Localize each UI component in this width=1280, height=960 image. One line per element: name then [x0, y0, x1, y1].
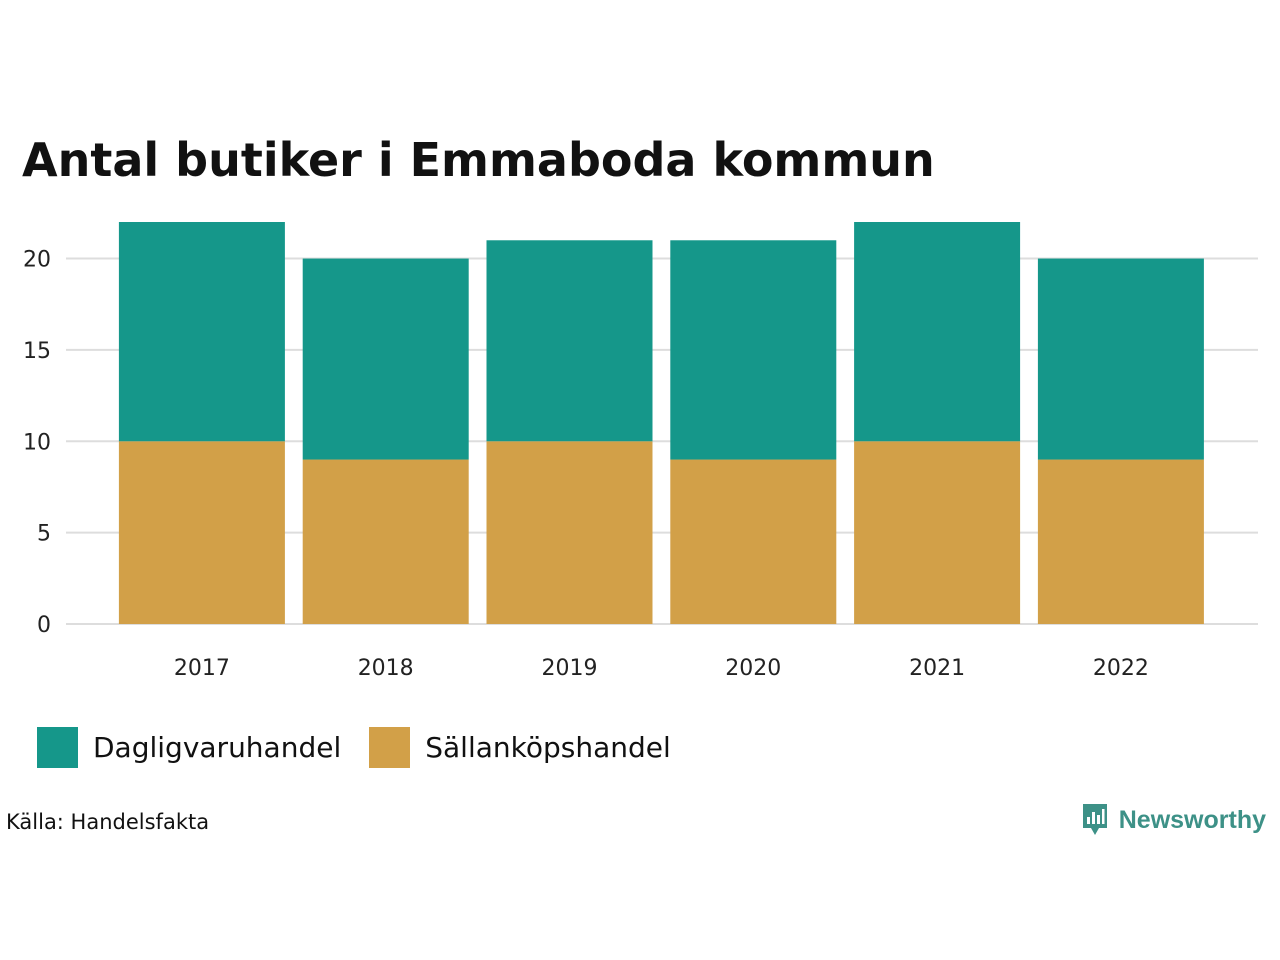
chart-title: Antal butiker i Emmaboda kommun: [22, 133, 935, 187]
legend-item-sallankopshandel: Sällanköpshandel: [369, 726, 671, 768]
legend-label-sallankopshandel: Sällanköpshandel: [425, 730, 671, 764]
bar-chart: 0 5 10 15 20 2017 2018 2019 2020 2021 2022: [23, 222, 1258, 681]
y-tick-label: 5: [37, 522, 51, 547]
y-tick-label: 10: [23, 430, 51, 455]
bar-sallankopshandel-2020: [670, 459, 837, 624]
x-tick-label: 2021: [909, 656, 965, 681]
brand-name: Newsworthy: [1118, 805, 1266, 834]
bar-sallankopshandel-2021: [854, 441, 1021, 624]
x-tick-label: 2018: [358, 656, 414, 681]
bars: [118, 222, 1204, 624]
legend-label-dagligvaruhandel: Dagligvaruhandel: [93, 730, 342, 764]
brand-logo: Newsworthy: [1081, 802, 1266, 838]
x-axis-ticks: 2017 2018 2019 2020 2021 2022: [174, 656, 1149, 681]
x-tick-label: 2020: [725, 656, 781, 681]
newsworthy-logo-icon: [1082, 804, 1107, 835]
chart-legend: Dagligvaruhandel Sällanköpshandel: [37, 726, 699, 768]
legend-swatch-dagligvaruhandel: [37, 726, 78, 768]
x-tick-label: 2022: [1093, 656, 1149, 681]
x-tick-label: 2017: [174, 656, 230, 681]
legend-item-dagligvaruhandel: Dagligvaruhandel: [37, 726, 342, 768]
bar-dagligvaruhandel-2017: [118, 222, 285, 442]
bar-sallankopshandel-2022: [1037, 459, 1204, 624]
x-tick-label: 2019: [542, 656, 598, 681]
bar-sallankopshandel-2017: [118, 441, 285, 624]
y-tick-label: 20: [23, 248, 51, 273]
source-note: Källa: Handelsfakta: [6, 810, 210, 834]
bar-dagligvaruhandel-2021: [854, 222, 1021, 442]
bar-dagligvaruhandel-2020: [670, 240, 837, 460]
y-axis-ticks: 0 5 10 15 20: [23, 248, 51, 638]
bar-dagligvaruhandel-2018: [302, 258, 469, 460]
bar-sallankopshandel-2019: [486, 441, 653, 624]
bar-sallankopshandel-2018: [302, 459, 469, 624]
bar-dagligvaruhandel-2022: [1037, 258, 1204, 460]
bar-dagligvaruhandel-2019: [486, 240, 653, 442]
legend-swatch-sallankopshandel: [369, 726, 411, 768]
y-tick-label: 0: [37, 613, 51, 638]
y-tick-label: 15: [23, 339, 51, 364]
